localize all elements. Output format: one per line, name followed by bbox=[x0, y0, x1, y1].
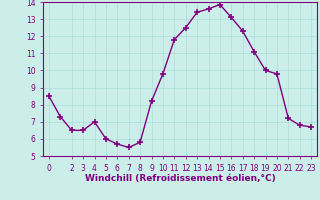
X-axis label: Windchill (Refroidissement éolien,°C): Windchill (Refroidissement éolien,°C) bbox=[84, 174, 276, 183]
